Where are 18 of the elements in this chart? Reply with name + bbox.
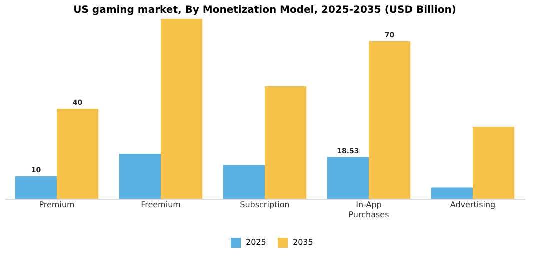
- bar: [369, 42, 411, 199]
- bar: [473, 127, 515, 199]
- x-tick-label: Freemium: [141, 200, 182, 210]
- x-tick-label: In-App Purchases: [348, 200, 390, 220]
- chart-title: US gaming market, By Monetization Model, 2025-2035 (USD Billion): [74, 5, 456, 16]
- legend-label: 2035: [293, 238, 314, 247]
- bar: [431, 188, 473, 199]
- bar: [161, 19, 203, 199]
- x-tick-label: Advertising: [450, 200, 496, 210]
- bar: [327, 157, 369, 199]
- bar: [265, 86, 307, 199]
- bar: [15, 176, 57, 199]
- bar: [57, 109, 99, 199]
- bar: [119, 154, 161, 199]
- legend-label: 2025: [246, 238, 266, 247]
- x-tick-label: Subscription: [240, 200, 290, 210]
- bar: [223, 165, 265, 199]
- x-tick-label: Premium: [39, 200, 75, 210]
